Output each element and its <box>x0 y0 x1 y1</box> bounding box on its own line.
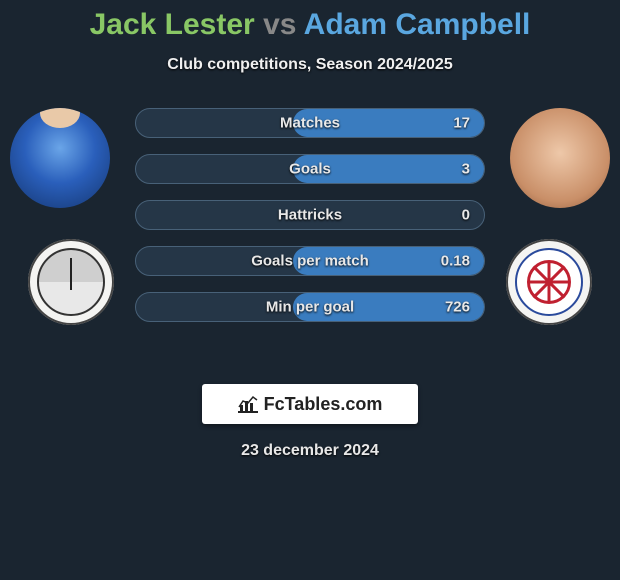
vs-separator: vs <box>263 8 296 41</box>
chart-icon <box>238 395 258 413</box>
comparison-title: Jack Lester vs Adam Campbell <box>0 8 620 42</box>
header: Jack Lester vs Adam Campbell Club compet… <box>0 0 620 74</box>
stats-bars: Matches 17 Goals 3 Hattricks 0 Goals per match… <box>135 104 485 322</box>
stat-label: Goals per match <box>251 253 369 270</box>
player2-name: Adam Campbell <box>304 8 531 41</box>
stat-value-right: 3 <box>462 161 470 178</box>
player1-name: Jack Lester <box>90 8 255 41</box>
player2-avatar <box>510 108 610 208</box>
stat-value-right: 17 <box>453 115 470 132</box>
content-area: Matches 17 Goals 3 Hattricks 0 Goals per match… <box>0 104 620 364</box>
stat-label: Min per goal <box>266 299 354 316</box>
stat-bar: Min per goal 726 <box>135 292 485 322</box>
stat-label: Matches <box>280 115 340 132</box>
stat-bar: Goals per match 0.18 <box>135 246 485 276</box>
branding-text: FcTables.com <box>264 394 383 415</box>
stat-bar: Goals 3 <box>135 154 485 184</box>
date-text: 23 december 2024 <box>0 442 620 460</box>
player1-club-badge <box>28 239 114 325</box>
subtitle: Club competitions, Season 2024/2025 <box>0 56 620 74</box>
stat-value-right: 0.18 <box>441 253 470 270</box>
branding-badge: FcTables.com <box>202 384 418 424</box>
stat-value-right: 726 <box>445 299 470 316</box>
stat-label: Goals <box>289 161 331 178</box>
player1-avatar <box>10 108 110 208</box>
stat-bar: Hattricks 0 <box>135 200 485 230</box>
player2-club-badge <box>506 239 592 325</box>
stat-bar: Matches 17 <box>135 108 485 138</box>
stat-value-right: 0 <box>462 207 470 224</box>
stat-label: Hattricks <box>278 207 342 224</box>
